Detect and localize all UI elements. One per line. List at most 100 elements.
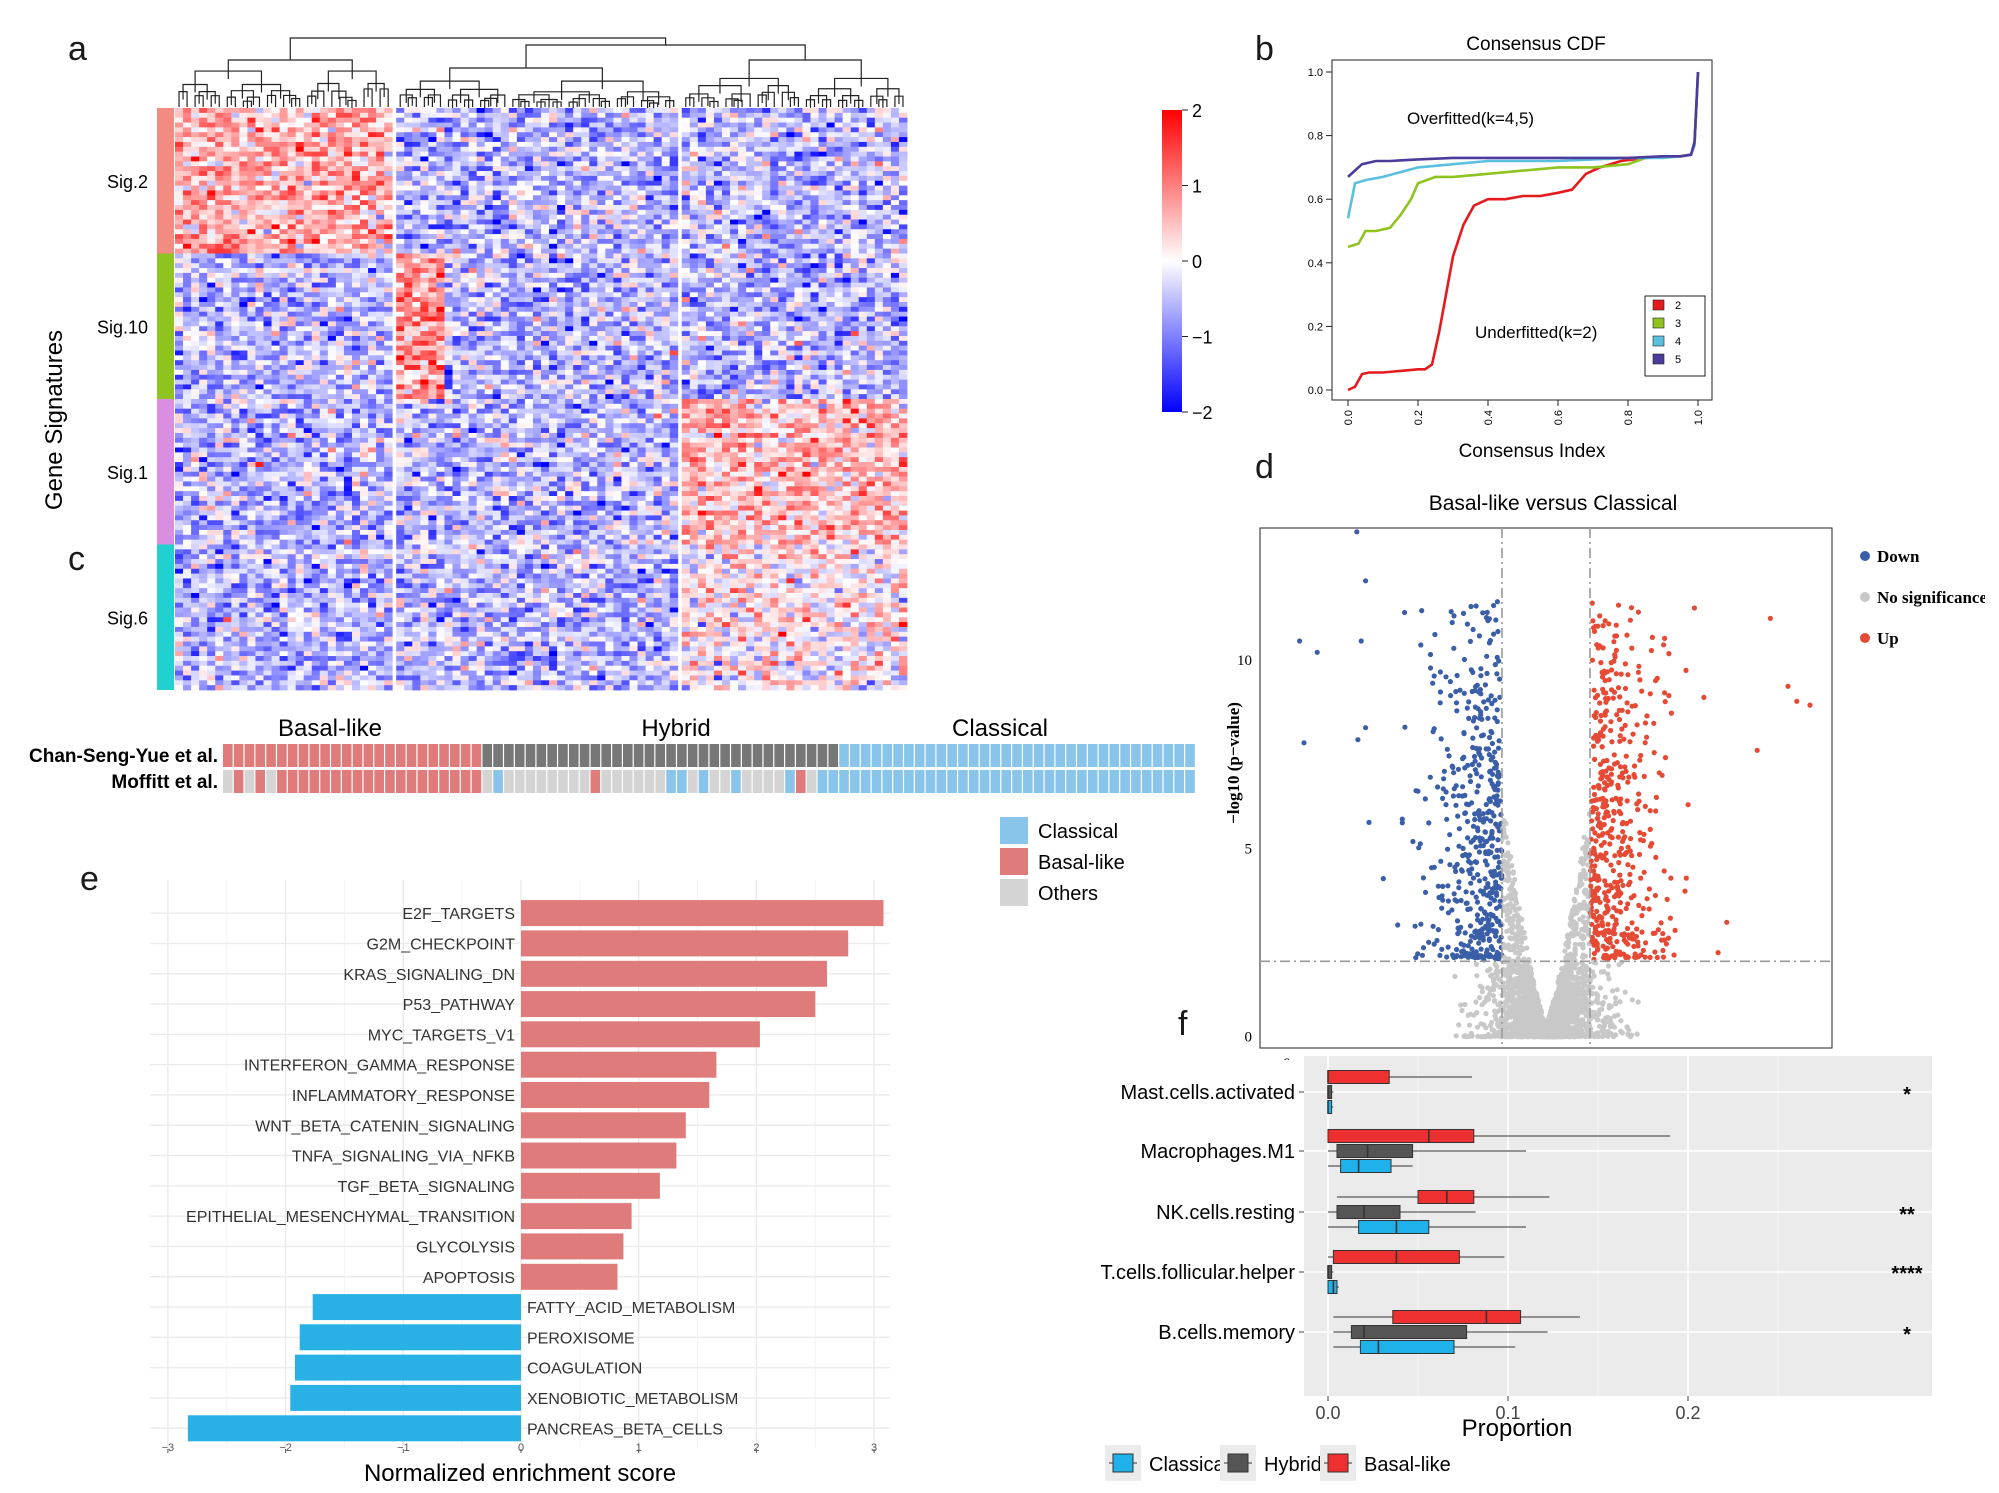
heatmap-cell <box>858 253 868 259</box>
heatmap-cell <box>420 311 429 317</box>
heatmap-cell <box>557 335 566 342</box>
heatmap-cell <box>541 200 550 206</box>
heatmap-cell <box>834 335 844 342</box>
heatmap-cell <box>327 234 337 240</box>
heatmap-cell <box>247 141 256 148</box>
heatmap-cell <box>597 302 606 308</box>
heatmap-cell <box>452 141 461 148</box>
heatmap-cell <box>476 340 486 347</box>
heatmap-cell <box>842 263 852 269</box>
heatmap-cell <box>500 258 510 264</box>
heatmap-cell <box>770 263 779 269</box>
heatmap-cell <box>327 297 337 303</box>
heatmap-cell <box>183 209 192 216</box>
heatmap-cell <box>746 122 755 128</box>
heatmap-cell <box>191 258 200 264</box>
heatmap-cell <box>858 335 868 342</box>
heatmap-cell <box>360 171 369 177</box>
heatmap-cell <box>231 238 240 245</box>
heatmap-cell <box>762 365 771 371</box>
heatmap-cell <box>541 238 550 245</box>
heatmap-cell <box>343 146 353 153</box>
heatmap-cell <box>834 108 844 114</box>
heatmap-cell <box>681 180 691 186</box>
heatmap-cell <box>794 365 803 371</box>
heatmap-cell <box>621 243 630 250</box>
heatmap-cell <box>669 243 679 250</box>
heatmap-cell <box>255 151 264 157</box>
heatmap-cell <box>175 335 184 342</box>
heatmap-cell <box>360 335 369 342</box>
heatmap-cell <box>669 141 679 148</box>
heatmap-cell <box>500 302 510 308</box>
heatmap-cell <box>444 238 453 245</box>
heatmap-cell <box>810 234 819 240</box>
heatmap-cell <box>850 345 860 351</box>
heatmap-cell <box>778 350 787 356</box>
heatmap-cell <box>818 316 827 322</box>
heatmap-cell <box>319 117 329 123</box>
heatmap-cell <box>207 292 216 298</box>
heatmap-cell <box>898 321 908 327</box>
heatmap-cell <box>404 350 413 356</box>
heatmap-cell <box>637 117 646 123</box>
heatmap-cell <box>898 132 908 138</box>
heatmap-cell <box>335 282 345 288</box>
heatmap-cell <box>524 302 534 308</box>
heatmap-cell <box>263 360 272 366</box>
heatmap-cell <box>295 224 305 230</box>
heatmap-cell <box>730 345 739 351</box>
heatmap-cell <box>613 122 622 128</box>
heatmap-cell <box>786 146 795 153</box>
heatmap-cell <box>705 229 715 235</box>
heatmap-cell <box>842 345 852 351</box>
heatmap-cell <box>581 209 590 216</box>
heatmap-cell <box>319 112 329 119</box>
heatmap-cell <box>255 302 264 308</box>
heatmap-cell <box>524 224 534 230</box>
heatmap-cell <box>842 297 852 303</box>
heatmap-cell <box>874 268 884 274</box>
heatmap-cell <box>669 132 679 138</box>
heatmap-cell <box>468 209 478 216</box>
heatmap-cell <box>589 161 598 167</box>
heatmap-cell <box>175 175 184 182</box>
heatmap-cell <box>255 117 264 123</box>
heatmap-cell <box>175 180 184 186</box>
heatmap-cell <box>508 355 518 361</box>
heatmap-cell <box>705 175 715 182</box>
heatmap-cell <box>629 146 638 153</box>
heatmap-cell <box>327 161 337 167</box>
heatmap-cell <box>404 108 413 114</box>
heatmap-cell <box>199 287 208 293</box>
heatmap-cell <box>613 185 622 191</box>
heatmap-cell <box>319 195 329 201</box>
heatmap-cell <box>697 219 707 225</box>
heatmap-cell <box>396 345 405 351</box>
heatmap-cell <box>629 360 638 366</box>
heatmap-cell <box>207 180 216 186</box>
heatmap-cell <box>794 224 803 230</box>
heatmap-cell <box>255 311 264 317</box>
heatmap-cell <box>637 175 646 182</box>
heatmap-cell <box>484 350 494 356</box>
heatmap-cell <box>287 122 297 128</box>
heatmap-cell <box>279 321 289 327</box>
heatmap-cell <box>476 350 486 356</box>
heatmap-cell <box>271 151 280 157</box>
heatmap-cell <box>247 209 256 216</box>
heatmap-cell <box>697 161 707 167</box>
heatmap-cell <box>271 263 280 269</box>
heatmap-cell <box>468 287 478 293</box>
heatmap-cell <box>532 161 542 167</box>
heatmap-cell <box>882 272 892 279</box>
heatmap-cell <box>412 108 421 114</box>
heatmap-cell <box>713 302 723 308</box>
heatmap-cell <box>882 321 892 327</box>
heatmap-cell <box>444 175 453 182</box>
heatmap-cell <box>376 224 385 230</box>
heatmap-cell <box>810 340 819 347</box>
heatmap-cell <box>436 243 445 250</box>
heatmap-cell <box>573 224 582 230</box>
heatmap-cell <box>460 272 469 279</box>
